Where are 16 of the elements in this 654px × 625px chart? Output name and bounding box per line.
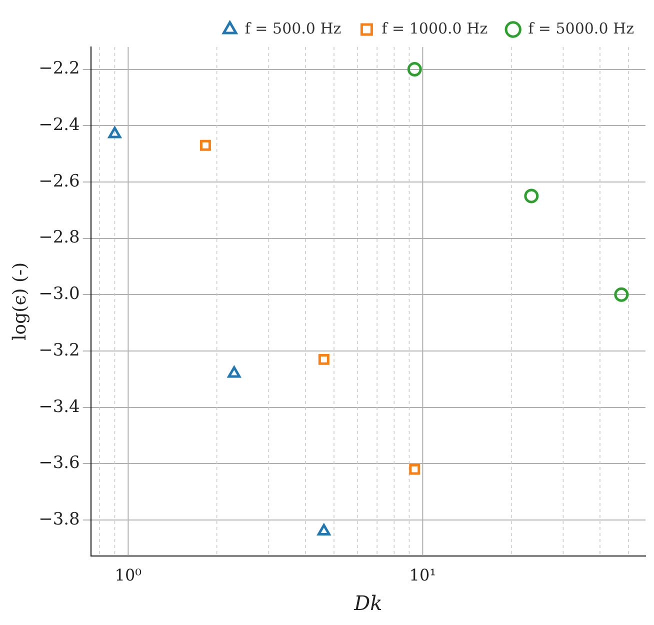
x-tick-label: 10⁰ [114, 566, 142, 585]
y-tick-label: −2.8 [38, 228, 80, 248]
x-axis-title: Dk [353, 591, 382, 616]
y-tick-label: −2.6 [38, 171, 80, 192]
y-tick-label: −3.0 [38, 284, 80, 304]
y-axis-title: log(ϵ) (-) [9, 262, 30, 340]
y-tick-label: −2.2 [38, 58, 80, 79]
legend-label: f = 1000.0 Hz [382, 19, 488, 38]
y-tick-label: −3.6 [38, 453, 80, 474]
y-tick-label: −3.8 [38, 509, 80, 530]
x-tick-label: 10¹ [409, 566, 436, 585]
y-tick-label: −2.4 [38, 115, 80, 136]
legend-label: f = 500.0 Hz [244, 19, 342, 38]
y-tick-label: −3.4 [38, 396, 80, 417]
legend-label: f = 5000.0 Hz [528, 19, 634, 38]
y-tick-label: −3.2 [38, 340, 80, 360]
